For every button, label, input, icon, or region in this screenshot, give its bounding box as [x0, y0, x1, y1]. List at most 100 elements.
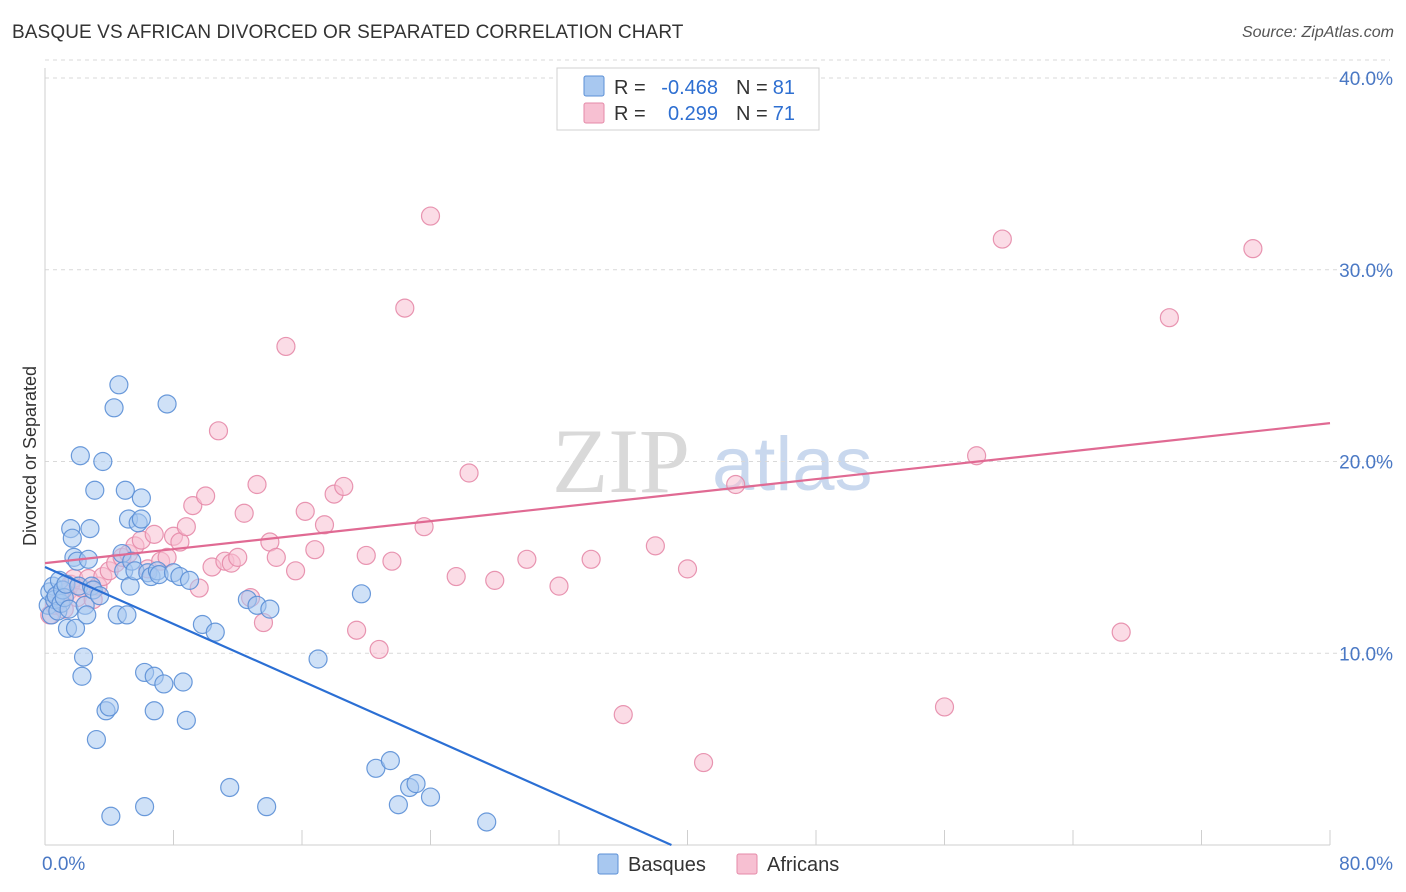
- y-axis-label: Divorced or Separated: [20, 366, 40, 546]
- legend-bottom-africans: Africans: [767, 854, 839, 876]
- basques-point: [134, 797, 155, 817]
- basques-point: [93, 451, 113, 472]
- basques-point: [173, 672, 193, 692]
- y-tick-label-40: 40.0%: [1339, 69, 1393, 90]
- axes: [44, 68, 1331, 846]
- legend-bottom-swatch-africans: [736, 853, 758, 875]
- basques-point: [59, 599, 79, 619]
- africans-point: [395, 298, 415, 318]
- basques-point: [101, 806, 121, 826]
- africans-point: [1159, 308, 1179, 328]
- basques-point: [115, 480, 135, 500]
- basques-point: [109, 375, 129, 395]
- basques-point: [176, 710, 196, 730]
- legend-r-label-africans: R =: [614, 103, 646, 125]
- africans-point: [369, 639, 389, 660]
- africans-point: [613, 705, 633, 725]
- legend-n-value-africans: 71: [773, 103, 795, 125]
- basques-point: [65, 618, 86, 638]
- basques-point: [85, 480, 105, 500]
- basques-point: [257, 797, 277, 817]
- africans-point: [334, 476, 354, 497]
- basques-point: [80, 519, 100, 539]
- basques-point: [477, 812, 497, 832]
- basques-point: [131, 488, 151, 508]
- basques-point: [406, 774, 426, 794]
- basques-point: [86, 729, 107, 750]
- legend-n-value-basques: 81: [773, 77, 795, 99]
- y-tick-label-10: 10.0%: [1339, 644, 1393, 665]
- africans-point: [305, 540, 325, 560]
- basques-point: [388, 795, 408, 815]
- africans-point: [295, 501, 315, 521]
- legend-n-label-africans: N =: [736, 103, 768, 125]
- x-tick-label-max: 80.0%: [1339, 854, 1393, 875]
- basques-point: [154, 674, 174, 694]
- legend-r-label-basques: R =: [614, 77, 646, 99]
- africans-point: [266, 547, 286, 567]
- trend-lines: [44, 422, 1331, 847]
- x-tick-label-min: 0.0%: [42, 854, 85, 875]
- africans-trend-line: [44, 422, 1331, 565]
- africans-point: [677, 559, 698, 579]
- africans-point: [285, 561, 306, 581]
- legend-bottom: Basques Africans: [597, 853, 839, 876]
- basques-point: [260, 599, 280, 619]
- basques-point: [179, 570, 200, 590]
- legend-n-label-basques: N =: [736, 77, 768, 99]
- africans-point: [726, 474, 746, 495]
- africans-point: [382, 551, 402, 571]
- basques-trend-line: [44, 565, 672, 847]
- africans-point: [1111, 622, 1131, 642]
- africans-point: [992, 229, 1012, 249]
- legend-top: R = -0.468 N = 81 R = 0.299 N = 71: [556, 67, 820, 131]
- basques-point: [351, 584, 372, 604]
- africans-point: [144, 524, 164, 544]
- basques-point: [144, 701, 164, 721]
- basques-point: [70, 446, 90, 466]
- basques-point: [308, 649, 328, 669]
- africans-point: [234, 503, 254, 523]
- africans-point: [176, 517, 196, 537]
- basques-point: [157, 394, 177, 414]
- y-tick-labels: 10.0% 20.0% 30.0% 40.0%: [1339, 69, 1393, 665]
- basques-point: [205, 622, 225, 642]
- africans-point: [645, 536, 665, 556]
- africans-point: [934, 697, 955, 717]
- africans-point: [459, 463, 479, 483]
- legend-bottom-swatch-basques: [597, 853, 619, 875]
- basques-point: [104, 398, 124, 418]
- africans-point: [581, 549, 601, 569]
- source-label: Source: ZipAtlas.com: [1241, 24, 1394, 41]
- africans-point: [549, 576, 569, 596]
- africans-point: [347, 620, 367, 640]
- chart-title: BASQUE VS AFRICAN DIVORCED OR SEPARATED …: [12, 22, 684, 43]
- africans-point: [228, 547, 248, 567]
- basques-point: [380, 751, 400, 771]
- legend-r-value-africans: 0.299: [668, 103, 718, 125]
- basques-point: [77, 605, 97, 625]
- legend-swatch-basques: [583, 75, 605, 97]
- basques-series: [38, 375, 497, 832]
- africans-point: [420, 206, 441, 226]
- africans-point: [276, 336, 296, 357]
- africans-point: [693, 752, 714, 773]
- africans-point: [485, 570, 505, 590]
- africans-point: [1243, 239, 1263, 259]
- basques-point: [99, 697, 119, 717]
- africans-point: [446, 566, 466, 587]
- basques-point: [420, 787, 441, 807]
- basques-point: [62, 528, 82, 548]
- legend-bottom-basques: Basques: [628, 854, 706, 876]
- legend-swatch-africans: [583, 102, 605, 124]
- africans-point: [208, 421, 229, 441]
- basques-point: [73, 647, 94, 667]
- watermark-atlas: atlas: [712, 422, 873, 507]
- basques-point: [117, 605, 137, 625]
- y-tick-label-20: 20.0%: [1339, 453, 1393, 474]
- africans-point: [196, 486, 216, 506]
- legend-r-value-basques: -0.468: [661, 77, 718, 99]
- africans-point: [183, 496, 203, 516]
- gridlines: [45, 59, 1390, 654]
